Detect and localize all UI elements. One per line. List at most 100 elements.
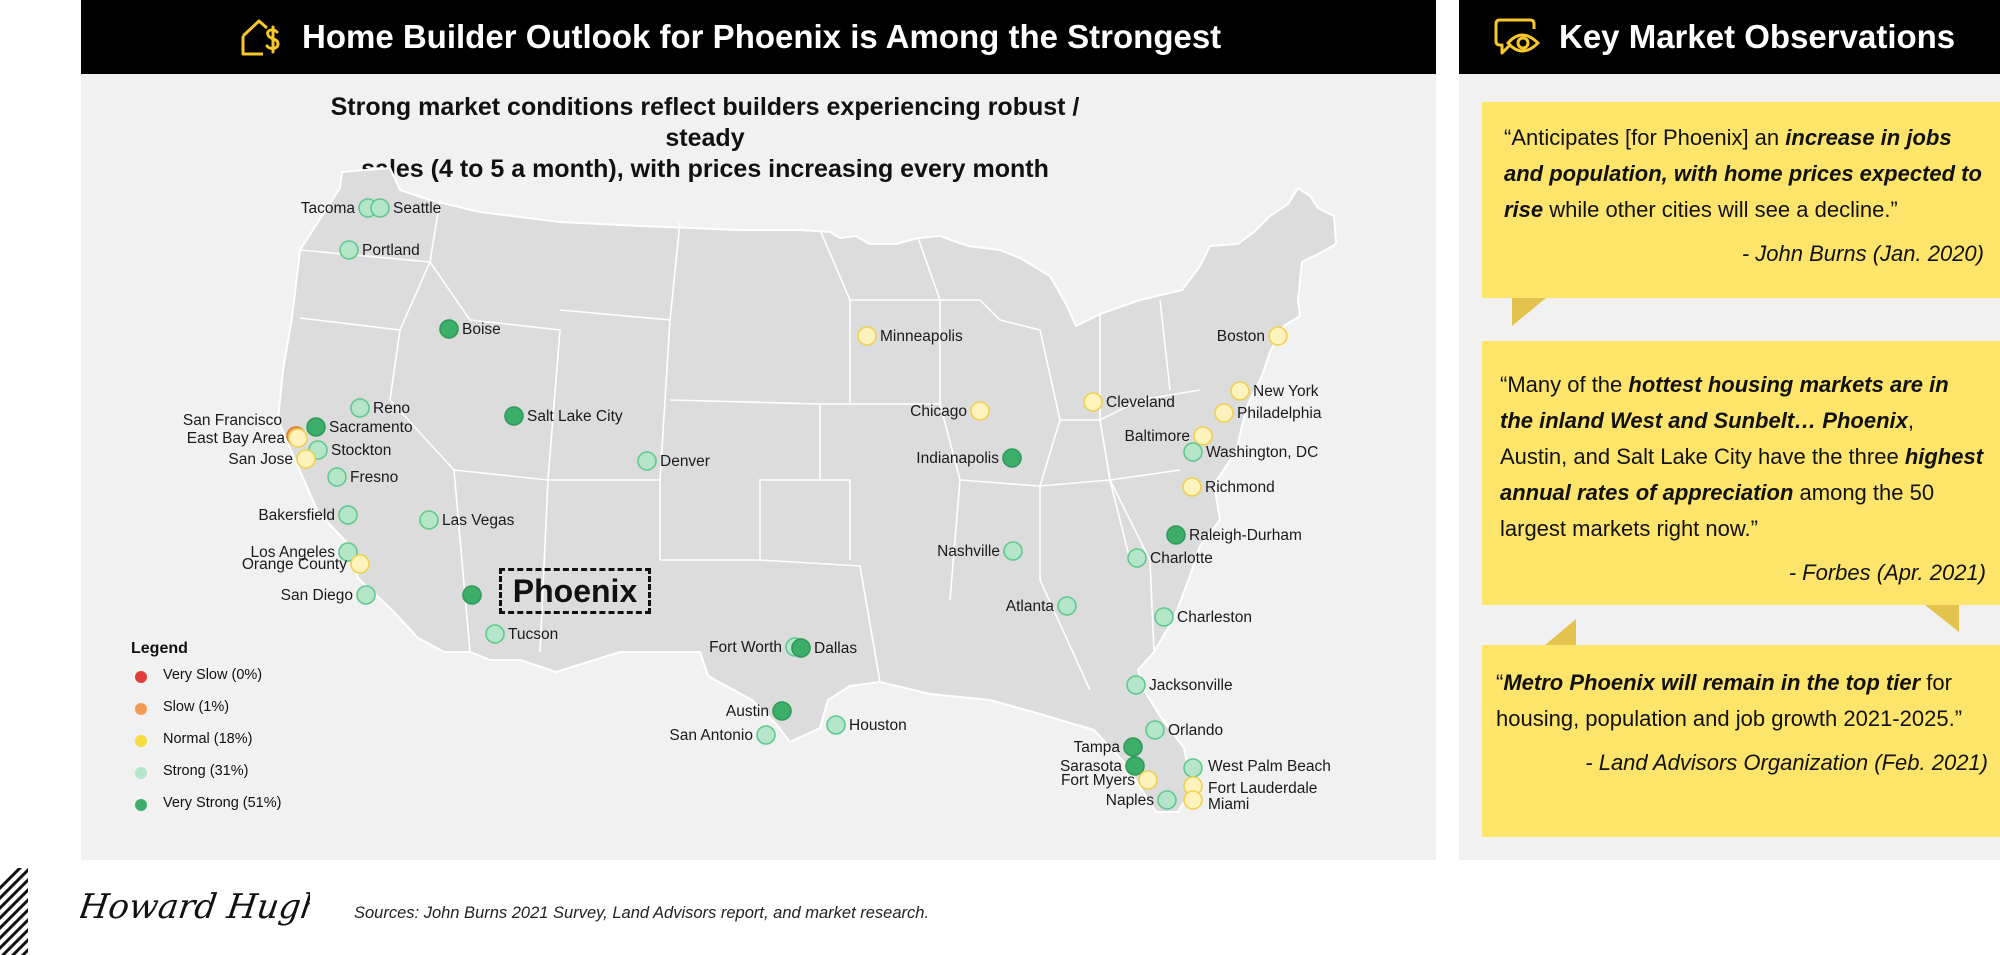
label-portland: Portland	[362, 242, 420, 259]
label-san-jose: San Jose	[228, 451, 293, 468]
label-fort-worth: Fort Worth	[709, 639, 782, 656]
label-naples: Naples	[1106, 792, 1154, 809]
legend-swatch	[135, 799, 147, 811]
marker-charlotte	[1127, 548, 1147, 568]
label-cleveland: Cleveland	[1106, 394, 1175, 411]
eye-chat-icon	[1494, 18, 1540, 55]
observations-title: Key Market Observations	[1559, 18, 1956, 55]
marker-denver	[637, 451, 657, 471]
legend-label: Very Strong (51%)	[163, 795, 282, 811]
quote-segment: among the 50 largest markets right now.”	[1500, 480, 1935, 541]
label-tucson: Tucson	[508, 626, 558, 643]
quote-emphasis: hottest housing markets are in the inlan…	[1500, 372, 1949, 433]
label-fort-lauderdale: Fort Lauderdale	[1208, 780, 1317, 797]
marker-richmond	[1182, 477, 1202, 497]
marker-fort-myers	[1138, 770, 1158, 790]
quote-text: “Anticipates [for Phoenix] an increase i…	[1504, 120, 1984, 228]
legend-item-normal: Normal (18%)	[131, 731, 252, 763]
legend-swatch	[135, 767, 147, 779]
marker-seattle	[370, 198, 390, 218]
marker-minneapolis	[857, 326, 877, 346]
logo-text: Howard Hughes.	[80, 887, 310, 927]
quote-emphasis: Metro Phoenix will remain in the top tie…	[1503, 670, 1921, 695]
quote-segment: for housing, population and job growth 2…	[1496, 670, 1963, 731]
label-boston: Boston	[1217, 328, 1265, 345]
quote-emphasis: increase in jobs and population, with ho…	[1504, 125, 1982, 222]
map-subtitle: Strong market conditions reflect builder…	[300, 92, 1110, 185]
legend-item-very-strong: Very Strong (51%)	[131, 795, 281, 827]
label-richmond: Richmond	[1205, 479, 1275, 496]
marker-houston	[826, 715, 846, 735]
marker-tucson	[485, 624, 505, 644]
label-san-diego: San Diego	[281, 587, 353, 604]
page-title: Home Builder Outlook for Phoenix is Amon…	[302, 18, 1222, 55]
marker-los-angeles	[338, 542, 358, 562]
quote-card-3: “Metro Phoenix will remain in the top ti…	[1482, 645, 2000, 837]
label-minneapolis: Minneapolis	[880, 328, 963, 345]
legend-label: Very Slow (0%)	[163, 667, 263, 683]
legend-swatch	[135, 671, 147, 683]
legend-label: Normal (18%)	[163, 731, 253, 747]
quote-segment: , Austin, and Salt Lake City have the th…	[1500, 408, 1914, 469]
marker-indianapolis	[1002, 448, 1022, 468]
marker-orlando	[1145, 720, 1165, 740]
marker-reno	[350, 398, 370, 418]
marker-naples	[1157, 790, 1177, 810]
quote-emphasis: highest annual rates of appreciation	[1500, 444, 1984, 505]
label-baltimore: Baltimore	[1125, 428, 1190, 445]
label-houston: Houston	[849, 717, 907, 734]
subtitle-line-1: Strong market conditions reflect builder…	[330, 93, 1080, 152]
marker-portland	[339, 240, 359, 260]
marker-miami	[1183, 790, 1203, 810]
house-dollar-icon	[241, 19, 280, 56]
label-los-angeles: Los Angeles	[251, 544, 336, 561]
marker-sacramento	[306, 417, 326, 437]
legend-item-strong: Strong (31%)	[131, 763, 248, 795]
marker-charleston	[1154, 607, 1174, 627]
label-san-antonio: San Antonio	[669, 727, 753, 744]
marker-sarasota	[1125, 756, 1145, 776]
quote-segment: “	[1496, 670, 1504, 695]
marker-cleveland	[1083, 392, 1103, 412]
label-new-york: New York	[1253, 383, 1319, 400]
marker-boston	[1268, 326, 1288, 346]
marker-jacksonville	[1126, 675, 1146, 695]
label-jacksonville: Jacksonville	[1149, 677, 1233, 694]
quote-card-2: “Many of the hottest housing markets are…	[1482, 341, 2000, 605]
quote-card-1: “Anticipates [for Phoenix] an increase i…	[1482, 102, 2000, 298]
label-reno: Reno	[373, 400, 410, 417]
legend-title: Legend	[131, 640, 188, 657]
legend-label: Strong (31%)	[163, 763, 249, 779]
quote-text: “Metro Phoenix will remain in the top ti…	[1496, 665, 1988, 737]
city-markers	[286, 198, 1288, 810]
state-borders	[299, 199, 1201, 691]
quote-tail-3	[1925, 605, 1959, 632]
label-salt-lake-city: Salt Lake City	[527, 408, 623, 425]
marker-chicago	[970, 401, 990, 421]
marker-fresno	[327, 467, 347, 487]
label-sacramento: Sacramento	[329, 419, 413, 436]
label-nashville: Nashville	[937, 543, 1000, 560]
label-raleigh-durham: Raleigh-Durham	[1189, 527, 1302, 544]
label-boise: Boise	[462, 321, 501, 338]
label-charlotte: Charlotte	[1150, 550, 1213, 567]
legend-item-very-slow: Very Slow (0%)	[131, 667, 262, 699]
marker-east-bay-area	[288, 428, 308, 448]
label-dallas: Dallas	[814, 640, 857, 657]
label-fresno: Fresno	[350, 469, 398, 486]
quote-attribution: - Forbes (Apr. 2021)	[1788, 560, 1986, 585]
legend-items: Very Slow (0%) Slow (1%) Normal (18%) Stron…	[131, 667, 281, 827]
quote-segment: “Anticipates [for Phoenix] an	[1504, 125, 1786, 150]
label-fort-myers: Fort Myers	[1061, 772, 1135, 789]
stripes-decoration	[0, 868, 36, 955]
marker-washington-dc	[1183, 442, 1203, 462]
label-bakersfield: Bakersfield	[258, 507, 335, 524]
label-philadelphia: Philadelphia	[1237, 405, 1322, 422]
label-san-francisco: San Francisco	[183, 412, 282, 429]
marker-austin	[772, 701, 792, 721]
marker-san-antonio	[756, 725, 776, 745]
quote-text: “Many of the hottest housing markets are…	[1500, 367, 1986, 547]
quote-segment: “Many of the	[1500, 372, 1629, 397]
marker-phoenix	[462, 585, 482, 605]
label-las-vegas: Las Vegas	[442, 512, 515, 529]
